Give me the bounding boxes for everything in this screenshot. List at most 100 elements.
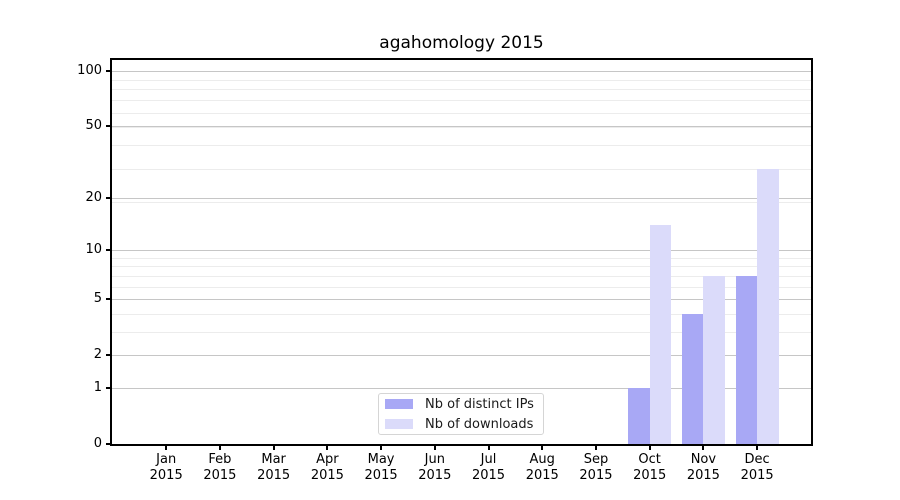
gridline-major (112, 70, 811, 72)
x-tick-label-line: 2015 (203, 468, 237, 483)
gridline-minor (112, 127, 811, 129)
x-tick-label: Jan 2015 (136, 452, 196, 484)
x-tick-label-line: 2015 (579, 468, 613, 483)
x-tick-label-line: Sep (583, 452, 609, 467)
gridline-major (112, 125, 811, 127)
x-tick (380, 446, 383, 450)
x-tick-label: Dec 2015 (727, 452, 787, 484)
legend-item: Nb of distinct IPs (385, 394, 543, 414)
bar (649, 224, 672, 444)
x-tick-label: Aug 2015 (512, 452, 572, 484)
legend-label: Nb of distinct IPs (425, 396, 534, 412)
gridline-major (112, 298, 811, 300)
gridline-major (112, 355, 811, 357)
x-tick-label: Nov 2015 (673, 452, 733, 484)
x-tick-label-line: Apr (316, 452, 339, 467)
gridline-minor (112, 286, 811, 288)
x-tick (594, 446, 597, 450)
x-tick-label-line: 2015 (471, 468, 506, 483)
x-tick-label-line: Oct (638, 452, 661, 467)
gridline-minor (112, 168, 811, 170)
bar (735, 275, 758, 444)
y-tick-label: 50 (85, 117, 102, 133)
x-tick (326, 446, 329, 450)
legend-label: Nb of downloads (425, 416, 534, 432)
bar (703, 275, 725, 444)
gridline-minor (112, 71, 811, 73)
y-tick (106, 196, 110, 199)
gridline-major (112, 197, 811, 199)
x-tick (487, 446, 490, 450)
gridline-minor (112, 112, 811, 114)
x-tick-label-line: Jun (424, 452, 445, 467)
x-tick-label-line: 2015 (686, 468, 720, 483)
x-tick-label-line: 2015 (364, 468, 398, 483)
legend-swatch (385, 419, 413, 429)
y-tick-label: 0 (93, 436, 102, 451)
x-tick (702, 446, 705, 450)
gridline-minor (112, 100, 811, 102)
x-tick-label-line: 2015 (740, 468, 774, 483)
legend: Nb of distinct IPs Nb of downloads (378, 393, 544, 435)
x-tick-label: Sep 2015 (566, 452, 626, 484)
x-tick-label-line: Dec (744, 452, 770, 467)
bar (628, 387, 650, 444)
x-tick-label: May 2015 (351, 452, 411, 484)
gridline-minor (112, 331, 811, 333)
x-tick-label-line: 2015 (310, 468, 344, 483)
x-tick-label-line: 2015 (418, 468, 452, 483)
x-tick-label: Feb 2015 (190, 452, 250, 484)
y-tick (106, 354, 110, 357)
gridline-minor (112, 201, 811, 203)
x-tick-label-line: 2015 (633, 468, 667, 483)
x-tick (218, 446, 221, 450)
x-tick-label: Jul 2015 (459, 452, 519, 484)
x-tick (648, 446, 651, 450)
x-tick-label-line: Nov (690, 452, 717, 467)
x-tick-label-line: Mar (261, 452, 286, 467)
y-tick (106, 386, 110, 389)
x-tick-label-line: 2015 (525, 468, 559, 483)
y-tick-label: 5 (93, 290, 102, 306)
y-tick-label: 1 (93, 379, 102, 395)
x-tick-label: Mar 2015 (244, 452, 304, 484)
y-tick-label: 2 (93, 347, 102, 363)
x-tick-label-line: Aug (529, 452, 555, 467)
gridline-minor (112, 257, 811, 259)
x-tick (756, 446, 759, 450)
legend-swatch (385, 399, 413, 409)
x-tick (541, 446, 544, 450)
x-tick-label-line: 2015 (149, 468, 183, 483)
x-tick-label-line: Jul (480, 452, 497, 467)
y-tick (106, 443, 110, 445)
x-tick-label: Jun 2015 (405, 452, 465, 484)
gridline-minor (112, 89, 811, 91)
bar (757, 168, 779, 444)
legend-item: Nb of downloads (385, 414, 543, 434)
x-tick-label-line: Feb (208, 452, 232, 467)
x-tick (165, 446, 168, 450)
bar (681, 313, 704, 444)
x-tick-label: Oct 2015 (620, 452, 680, 484)
y-tick (106, 69, 110, 72)
y-tick (106, 248, 110, 251)
x-tick-label: Apr 2015 (297, 452, 357, 484)
gridline-minor (112, 266, 811, 268)
y-tick-label: 100 (77, 62, 102, 78)
x-tick-label-line: 2015 (257, 468, 291, 483)
gridline-major (112, 387, 811, 389)
gridline-minor (112, 145, 811, 147)
x-tick-label-line: Jan (156, 452, 177, 467)
gridline-minor (112, 275, 811, 277)
y-tick (106, 297, 110, 300)
y-tick-label: 10 (85, 241, 102, 257)
chart-title: agahomology 2015 (379, 33, 544, 53)
y-tick (106, 124, 110, 127)
gridline-minor (112, 313, 811, 315)
x-tick-label-line: May (367, 452, 395, 467)
x-tick (433, 446, 436, 450)
x-tick (272, 446, 275, 450)
y-tick-label: 20 (85, 189, 102, 205)
gridline-minor (112, 79, 811, 81)
